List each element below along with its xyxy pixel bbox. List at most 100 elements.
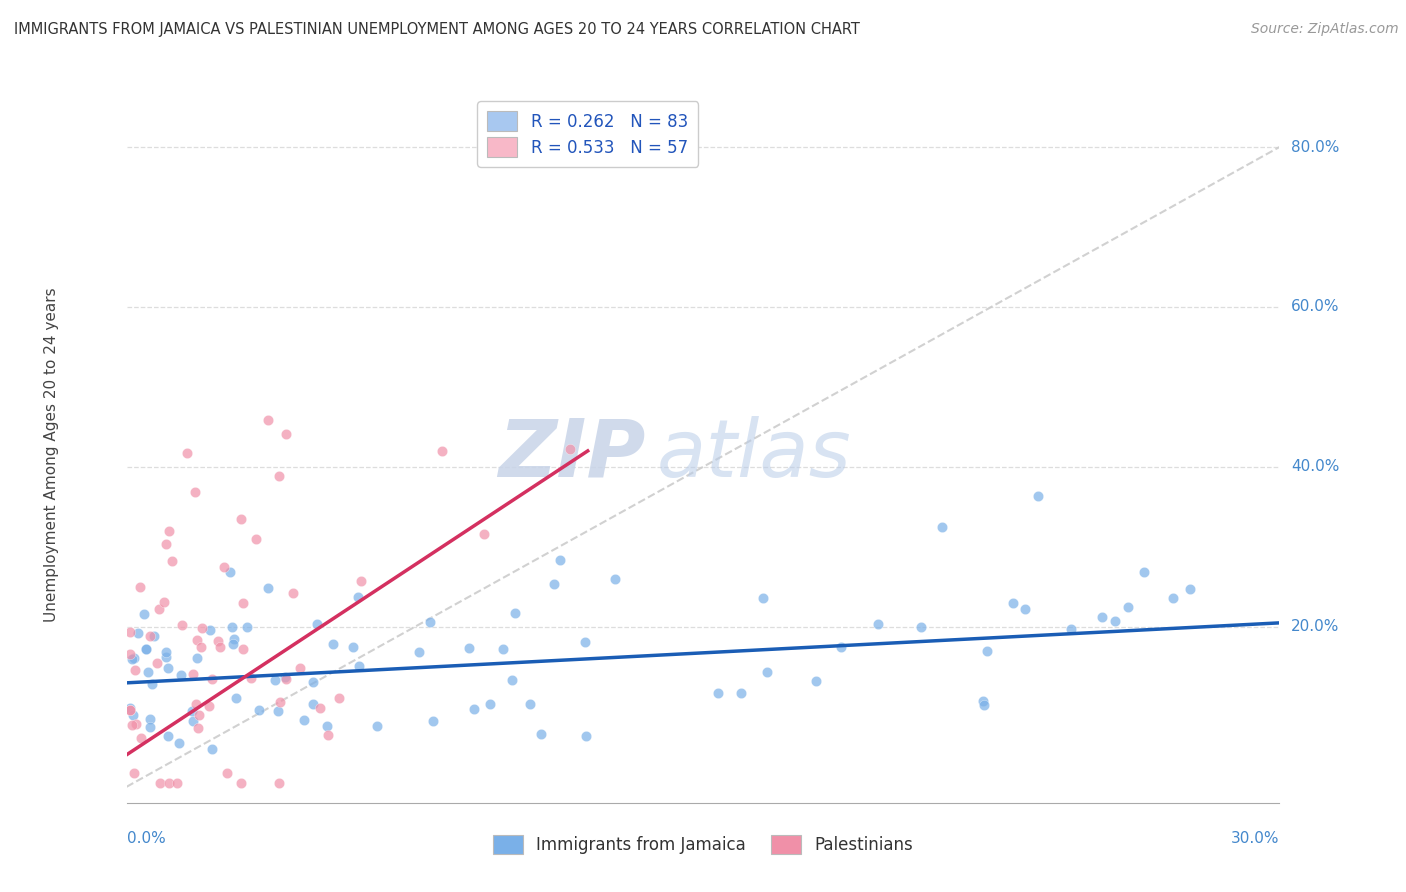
Point — [575, 730, 598, 744]
Point — [135, 641, 157, 656]
Point — [315, 719, 337, 733]
Point — [166, 776, 188, 790]
Text: Unemployment Among Ages 20 to 24 years: Unemployment Among Ages 20 to 24 years — [44, 287, 59, 623]
Point — [121, 718, 143, 732]
Point — [157, 524, 180, 538]
Point — [153, 594, 176, 608]
Point — [350, 574, 373, 588]
Point — [328, 690, 350, 705]
Point — [139, 630, 162, 644]
Point — [198, 623, 221, 637]
Point — [263, 673, 285, 687]
Point — [543, 576, 565, 591]
Point — [408, 645, 430, 659]
Point — [201, 672, 224, 686]
Point — [347, 658, 370, 673]
Point — [302, 675, 325, 690]
Text: Source: ZipAtlas.com: Source: ZipAtlas.com — [1251, 22, 1399, 37]
Point — [120, 701, 142, 715]
Point — [225, 690, 247, 705]
Point — [302, 698, 325, 712]
Point — [128, 580, 150, 594]
Point — [422, 714, 444, 728]
Point — [170, 617, 193, 632]
Point — [143, 629, 166, 643]
Point — [501, 673, 523, 688]
Point — [219, 565, 242, 579]
Point — [125, 716, 148, 731]
Point — [132, 607, 155, 621]
Point — [157, 729, 180, 743]
Text: 80.0%: 80.0% — [1291, 139, 1340, 154]
Point — [269, 695, 291, 709]
Point — [309, 701, 332, 715]
Point — [316, 728, 339, 742]
Legend: Immigrants from Jamaica, Palestinians: Immigrants from Jamaica, Palestinians — [486, 828, 920, 861]
Point — [121, 652, 143, 666]
Point — [232, 641, 254, 656]
Point — [198, 698, 221, 713]
Point — [267, 704, 290, 718]
Point — [136, 665, 159, 679]
Point — [292, 714, 315, 728]
Point — [159, 776, 181, 790]
Point — [503, 607, 526, 621]
Point — [274, 670, 297, 684]
Point — [730, 686, 752, 700]
Point — [186, 698, 208, 712]
Point — [127, 625, 149, 640]
Point — [257, 582, 280, 596]
Point — [342, 640, 364, 654]
Point — [931, 520, 953, 534]
Point — [321, 637, 343, 651]
Point — [124, 765, 146, 780]
Point — [120, 702, 142, 716]
Point — [305, 616, 328, 631]
Point — [212, 560, 235, 574]
Point — [479, 697, 502, 711]
Point — [973, 698, 995, 712]
Point — [155, 649, 177, 664]
Point — [201, 742, 224, 756]
Point — [1026, 489, 1049, 503]
Point — [245, 533, 267, 547]
Text: 20.0%: 20.0% — [1291, 619, 1340, 634]
Point — [155, 645, 177, 659]
Point — [1014, 602, 1036, 616]
Point — [558, 442, 581, 456]
Point — [274, 426, 297, 441]
Point — [1178, 582, 1201, 596]
Point — [183, 714, 205, 729]
Point — [141, 677, 163, 691]
Point — [148, 602, 170, 616]
Point — [1116, 600, 1139, 615]
Text: IMMIGRANTS FROM JAMAICA VS PALESTINIAN UNEMPLOYMENT AMONG AGES 20 TO 24 YEARS CO: IMMIGRANTS FROM JAMAICA VS PALESTINIAN U… — [14, 22, 860, 37]
Point — [120, 624, 142, 639]
Point — [169, 668, 191, 682]
Point — [830, 640, 852, 655]
Point — [221, 637, 243, 651]
Point — [120, 647, 142, 661]
Point — [1133, 566, 1156, 580]
Point — [236, 620, 259, 634]
Point — [183, 667, 205, 681]
Point — [188, 707, 211, 722]
Point — [231, 512, 253, 526]
Point — [491, 641, 513, 656]
Point — [1060, 622, 1083, 636]
Point — [366, 719, 388, 733]
Point — [124, 663, 146, 677]
Point — [347, 590, 370, 604]
Point — [868, 617, 890, 632]
Point — [910, 620, 932, 634]
Point — [149, 776, 172, 790]
Point — [190, 640, 212, 655]
Point — [239, 671, 262, 685]
Point — [207, 633, 229, 648]
Point — [605, 572, 627, 586]
Point — [972, 694, 994, 708]
Point — [419, 615, 441, 630]
Point — [146, 656, 169, 670]
Point — [548, 553, 571, 567]
Text: 60.0%: 60.0% — [1291, 300, 1340, 315]
